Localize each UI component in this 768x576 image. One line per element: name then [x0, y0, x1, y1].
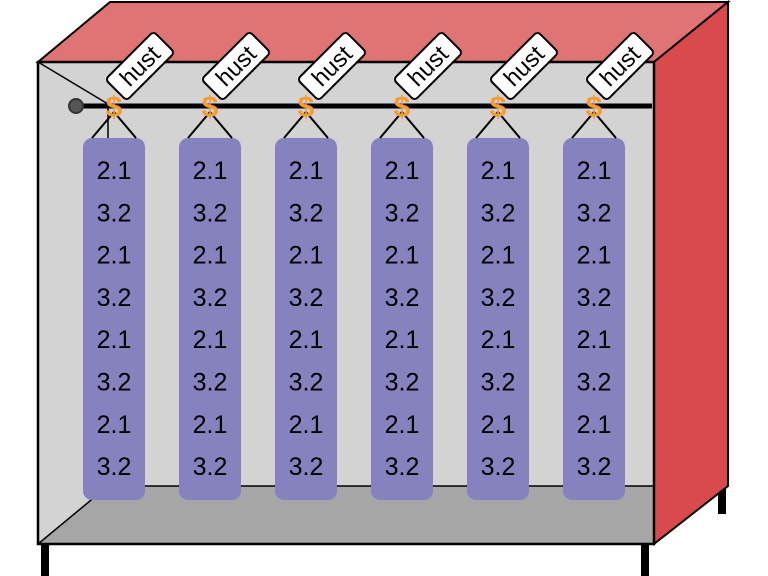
garment-value: 2.1: [481, 411, 516, 439]
tag-box: [394, 32, 462, 100]
garment-value: 3.2: [385, 199, 420, 227]
garment-value: 2.1: [577, 326, 612, 354]
tag-box: [298, 32, 366, 100]
leg-front-right: [641, 540, 649, 576]
tag-box: [490, 32, 558, 100]
wardrobe-floor: [38, 486, 654, 544]
leg-back-right: [718, 486, 726, 514]
tag-box: [106, 32, 174, 100]
hangers: $hust2.13.22.13.22.13.22.13.2$hust2.13.2…: [83, 32, 654, 500]
garment-value: 2.1: [97, 411, 132, 439]
garment-value: 3.2: [481, 369, 516, 397]
garment-value: 3.2: [193, 453, 228, 481]
hanger-wire: [379, 110, 425, 139]
garment-value: 2.1: [289, 326, 324, 354]
garment: [179, 138, 241, 500]
hanger-tag: hust: [298, 32, 366, 100]
garment-value: 3.2: [97, 199, 132, 227]
garment-value: 3.2: [385, 369, 420, 397]
hanger-wire: [571, 110, 617, 139]
garment-value: 2.1: [385, 326, 420, 354]
garment-value: 2.1: [385, 242, 420, 270]
garment-value: 3.2: [289, 199, 324, 227]
garment-value: 2.1: [193, 411, 228, 439]
hook-dollar-icon: $: [490, 91, 507, 124]
garment-value: 3.2: [97, 284, 132, 312]
hook-dollar-icon: $: [106, 91, 123, 124]
garment-value: 3.2: [577, 369, 612, 397]
garment-value: 2.1: [385, 411, 420, 439]
hanger-rod: [68, 98, 652, 114]
garment: [275, 138, 337, 500]
hanger-wire: [91, 110, 137, 139]
garment: [467, 138, 529, 500]
tag-box: [202, 32, 270, 100]
hook-dollar-icon: $: [586, 91, 603, 124]
garment-value: 3.2: [577, 199, 612, 227]
leg-front-left: [41, 540, 49, 576]
garment-value: 3.2: [193, 284, 228, 312]
garment-value: 2.1: [193, 326, 228, 354]
garment-value: 2.1: [481, 326, 516, 354]
hook-dollar-icon: $: [202, 91, 219, 124]
garment-value: 3.2: [577, 284, 612, 312]
garment-value: 2.1: [289, 242, 324, 270]
tag-box: [586, 32, 654, 100]
hook-dollar-icon: $: [298, 91, 315, 124]
hanger: $hust 2.1 3.2 2.1 3.2 2.1 3.2 2.1 3.2: [275, 32, 366, 500]
garment-value: 3.2: [385, 453, 420, 481]
garment-value: 2.1: [577, 411, 612, 439]
garment-value: 2.1: [385, 157, 420, 185]
garment-value: 3.2: [385, 284, 420, 312]
wardrobe-side-face: [653, 0, 729, 547]
hanger-wire: [283, 110, 329, 139]
garment-value: 3.2: [481, 453, 516, 481]
garment-value: 3.2: [97, 369, 132, 397]
garment-value: 2.1: [97, 157, 132, 185]
garment-value: 3.2: [481, 284, 516, 312]
hanger-wire: [187, 110, 233, 139]
garment-value: 2.1: [193, 157, 228, 185]
garment-value: 3.2: [289, 284, 324, 312]
garment-value: 2.1: [193, 242, 228, 270]
garment-value: 2.1: [97, 326, 132, 354]
garment-value: 3.2: [289, 453, 324, 481]
garment-value: 2.1: [481, 157, 516, 185]
garment-value: 2.1: [577, 157, 612, 185]
hanger-wire: [475, 110, 521, 139]
garment-value: 3.2: [193, 199, 228, 227]
inner-edge-top-left: [37, 61, 109, 105]
garment: [371, 138, 433, 500]
garment-value: 2.1: [289, 157, 324, 185]
garment-value: 3.2: [481, 199, 516, 227]
hook-dollar-icon: $: [394, 91, 411, 124]
garment-value: 2.1: [97, 242, 132, 270]
garment-value: 2.1: [481, 242, 516, 270]
garment-value: 3.2: [577, 453, 612, 481]
garment: [563, 138, 625, 500]
garment: [83, 138, 145, 500]
wardrobe-legs: [41, 486, 726, 576]
garment-value: 2.1: [289, 411, 324, 439]
garment-value: 3.2: [193, 369, 228, 397]
garment-value: 2.1: [577, 242, 612, 270]
rod-end-cap-icon: [68, 98, 84, 114]
garment-value: 3.2: [289, 369, 324, 397]
garment-value: 3.2: [97, 453, 132, 481]
